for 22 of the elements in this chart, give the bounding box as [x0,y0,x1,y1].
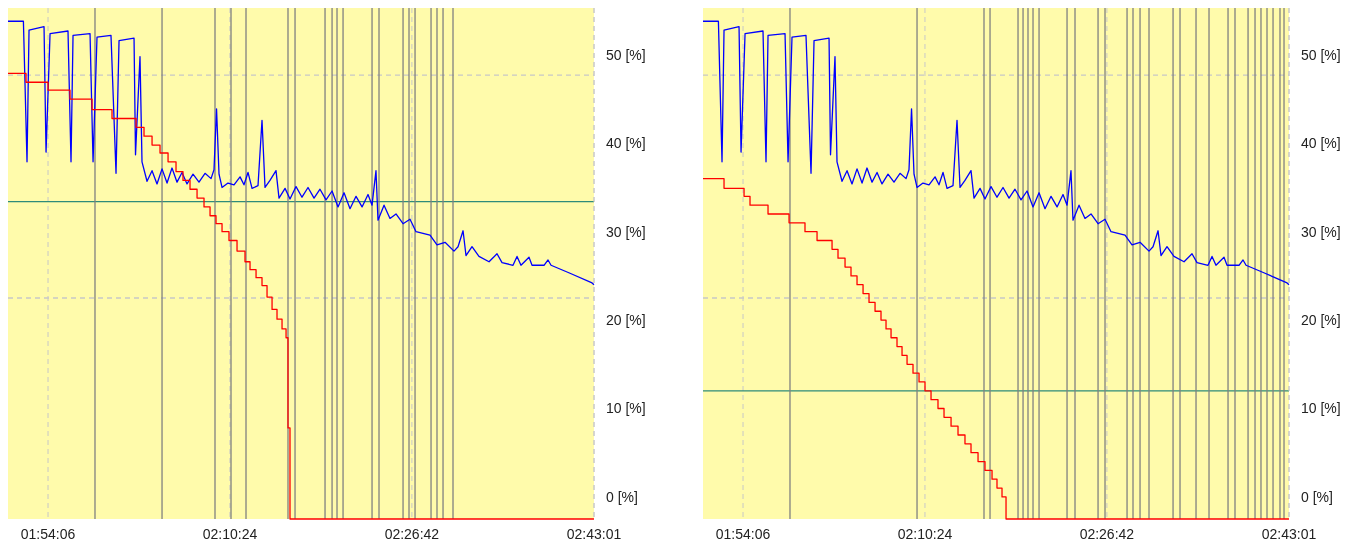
x-tick-label: 01:54:06 [715,526,771,542]
y-tick-label: 20 [%] [1301,311,1341,328]
x-tick-label: 02:26:42 [384,526,440,542]
y-tick-label: 0 [%] [1301,488,1333,505]
y-tick-label: 10 [%] [1301,400,1341,417]
y-tick-label: 50 [%] [1301,46,1341,63]
x-tick-label: 02:43:01 [1261,526,1317,542]
y-tick-label: 40 [%] [606,135,646,152]
x-tick-label: 02:43:01 [566,526,622,542]
x-tick-label: 02:10:24 [202,526,258,542]
y-tick-label: 10 [%] [606,400,646,417]
y-tick-label: 0 [%] [606,488,638,505]
y-tick-label: 20 [%] [606,311,646,328]
x-tick-label: 01:54:06 [20,526,76,542]
y-tick-label: 40 [%] [1301,135,1341,152]
x-tick-label: 02:26:42 [1079,526,1135,542]
line-series [8,20,595,286]
y-tick-label: 30 [%] [606,223,646,240]
x-tick-label: 02:10:24 [897,526,953,542]
y-tick-label: 30 [%] [1301,223,1341,240]
line-series [702,20,1290,286]
y-tick-label: 50 [%] [606,46,646,63]
